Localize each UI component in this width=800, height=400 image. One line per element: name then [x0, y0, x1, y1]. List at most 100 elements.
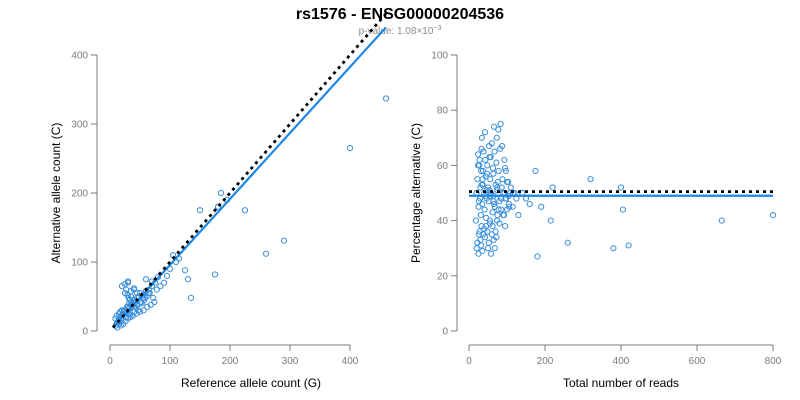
- data-point: [382, 95, 390, 102]
- data-point: [499, 176, 506, 183]
- data-point: [474, 176, 481, 183]
- data-point: [486, 142, 493, 150]
- data-point: [479, 247, 486, 255]
- data-point: [487, 250, 495, 257]
- y-axis-label: Alternative allele count (C): [49, 123, 63, 264]
- data-point: [532, 167, 539, 175]
- data-point: [478, 145, 485, 152]
- right-scatter-panel: 0 20 40 60 80 100 0 200 400 600 800 Total number of…: [409, 51, 782, 391]
- data-point: [493, 234, 500, 241]
- data-point: [157, 283, 164, 290]
- data-point: [181, 267, 189, 274]
- x-tick-label: 800: [765, 356, 782, 367]
- x-tick-label: 200: [222, 356, 239, 367]
- data-point: [475, 231, 482, 238]
- x-tick-label: 100: [162, 356, 179, 367]
- data-point: [487, 176, 494, 183]
- data-point: [495, 126, 502, 133]
- data-point: [478, 242, 485, 249]
- data-point: [214, 203, 222, 210]
- figure-title: rs1576 - ENSG00000204536: [296, 6, 504, 23]
- data-point: [625, 242, 632, 249]
- x-tick-label: 200: [537, 356, 554, 367]
- data-point: [113, 312, 120, 319]
- data-point: [498, 184, 505, 191]
- data-point: [160, 279, 168, 286]
- data-point: [485, 198, 492, 205]
- y-tick-label: 200: [71, 189, 88, 200]
- y-axis-label: Percentage alternative (C): [409, 123, 423, 263]
- data-point: [490, 200, 498, 208]
- data-point: [538, 203, 545, 210]
- x-tick-label: 400: [342, 356, 359, 367]
- y-tick-label: 80: [437, 106, 449, 117]
- p-value-times: ×: [416, 26, 422, 37]
- data-point: [587, 176, 594, 183]
- data-point: [485, 239, 492, 246]
- data-point: [489, 209, 496, 216]
- data-point: [490, 170, 497, 177]
- data-point: [479, 200, 486, 208]
- data-point: [477, 211, 484, 219]
- data-point: [492, 228, 499, 235]
- data-point: [515, 211, 522, 219]
- data-point: [478, 134, 486, 141]
- data-point: [151, 298, 158, 306]
- data-point: [475, 151, 482, 158]
- data-point: [484, 162, 491, 169]
- data-point: [502, 165, 509, 172]
- data-point: [130, 286, 138, 293]
- data-point: [564, 239, 571, 246]
- data-point: [534, 253, 541, 260]
- y-tick-label: 0: [82, 327, 88, 338]
- data-point: [346, 145, 354, 152]
- data-point: [617, 184, 625, 191]
- p-value-label: p-value: 1.08×10−3: [359, 25, 442, 37]
- data-point: [483, 223, 490, 230]
- data-point: [494, 211, 501, 219]
- data-point: [498, 142, 506, 150]
- data-point: [262, 250, 270, 257]
- data-point: [490, 198, 497, 205]
- x-axis-label: Total number of reads: [563, 376, 679, 390]
- data-point: [549, 184, 556, 191]
- p-value-exponent: −3: [433, 25, 441, 32]
- data-point: [133, 289, 141, 297]
- p-value-base: 10: [422, 26, 434, 37]
- y-tick-label: 300: [71, 120, 88, 131]
- data-point: [481, 129, 489, 136]
- data-point: [481, 234, 489, 241]
- data-point: [502, 223, 509, 230]
- y-tick-label: 100: [71, 258, 88, 269]
- y-tick-label: 60: [437, 161, 449, 172]
- data-point: [506, 203, 513, 210]
- fit-line: [112, 26, 387, 329]
- y-tick-label: 20: [437, 271, 449, 282]
- x-tick-label: 0: [466, 356, 472, 367]
- data-point: [211, 271, 219, 278]
- data-point: [143, 293, 150, 300]
- data-point: [507, 184, 514, 191]
- data-point: [163, 272, 171, 279]
- data-point: [494, 184, 501, 191]
- data-point: [500, 211, 507, 219]
- data-point: [493, 159, 500, 166]
- left-scatter-panel: 0 100 200 300 400 0 100 200 300 400 Reference alle…: [49, 12, 390, 390]
- data-point: [476, 156, 483, 163]
- data-point: [489, 223, 496, 230]
- x-tick-label: 400: [613, 356, 630, 367]
- data-point: [547, 217, 554, 224]
- data-point: [481, 206, 488, 213]
- data-point: [487, 154, 494, 161]
- data-point: [241, 207, 249, 214]
- data-point: [146, 289, 153, 297]
- data-point: [495, 167, 502, 175]
- data-point: [497, 120, 504, 128]
- data-point: [491, 148, 498, 155]
- x-axis-label: Reference allele count (G): [181, 376, 321, 390]
- p-value-text: p-value: 1.08: [359, 26, 417, 37]
- data-point: [142, 276, 150, 283]
- x-tick-label: 300: [282, 356, 299, 367]
- data-point: [505, 178, 512, 186]
- data-point: [495, 206, 502, 213]
